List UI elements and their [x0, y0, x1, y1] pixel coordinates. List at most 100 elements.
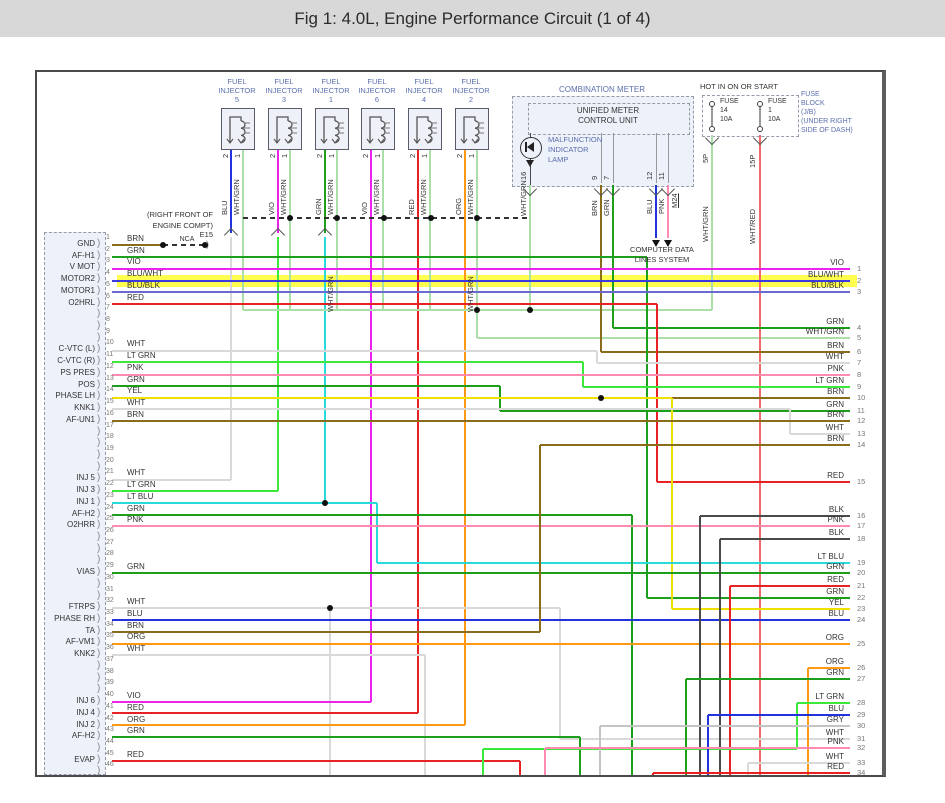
wire-segment-pnk	[112, 374, 850, 376]
injector-number: 2	[468, 95, 474, 104]
left-pin-label: O2HRL	[68, 297, 95, 307]
wire-segment-yel	[112, 397, 672, 399]
injector-coil-icon	[273, 116, 297, 144]
right-wire-color-label: ORG	[825, 657, 844, 666]
wire-label-vertical: WHT/GRN	[279, 179, 288, 215]
left-wire-color-label: BLU/BLK	[127, 280, 160, 290]
wire-segment-stub	[600, 133, 602, 183]
right-wire-color-label: GRN	[826, 668, 844, 677]
nca-label: NCA	[179, 236, 195, 243]
unified-meter-box	[528, 103, 690, 135]
left-wire-color-label: BRN	[127, 234, 144, 243]
fuse-block-label: (J/B)	[801, 109, 816, 116]
left-pin-number: 36	[106, 644, 114, 652]
wire-segment-whtgrn	[476, 310, 478, 338]
splice-dot	[202, 242, 208, 248]
left-pin-bracket: )	[97, 531, 101, 542]
wire-segment-brn	[601, 351, 850, 353]
injector-title: FUEL	[274, 77, 294, 86]
splice-dot	[327, 605, 333, 611]
left-pin-number: 33	[106, 609, 114, 617]
fuse-amps: 10A	[768, 116, 781, 123]
left-pin-number: 25	[106, 515, 114, 523]
left-pin-bracket: )	[97, 378, 101, 390]
wire-segment-stub	[667, 133, 669, 183]
left-pin-label: GND	[77, 239, 95, 248]
wire-label-vertical: 11	[657, 172, 666, 180]
left-pin-label: AF-VM1	[65, 637, 95, 647]
left-wire-color-label: PNK	[127, 362, 144, 372]
right-wire-color-label: PNK	[827, 737, 844, 746]
left-wire-color-label: YEL	[127, 386, 143, 396]
left-pin-number: 29	[106, 562, 114, 570]
wire-segment-whtgrn	[289, 148, 291, 310]
wire-label-vertical: RED	[407, 199, 416, 215]
wire-label-vertical: BLU	[645, 199, 654, 214]
wire-segment-bluwht	[112, 280, 850, 282]
wire-label-vertical: 1	[420, 153, 429, 158]
right-pin-number: 25	[857, 639, 866, 648]
right-pin-number: 20	[857, 568, 866, 577]
wire-segment-blu	[655, 185, 657, 238]
wire-segment-whtred	[759, 140, 761, 775]
left-pin-number: 1	[106, 234, 110, 241]
right-pin-number: 26	[857, 663, 866, 672]
wire-segment-whtgrn	[429, 148, 431, 310]
left-pin-label: MOTOR1	[60, 285, 95, 295]
wire-segment-stub	[655, 133, 657, 183]
fuel-injector-3	[268, 108, 302, 150]
left-wire-color-label: LT GRN	[127, 480, 156, 490]
wire-segment-blk	[529, 133, 531, 138]
combination-meter-title: COMBINATION METER	[558, 85, 646, 94]
left-pin-number: 43	[106, 726, 114, 734]
wire-segment-vio	[112, 701, 371, 703]
fuse-block-label: (UNDER RIGHT	[801, 118, 852, 125]
left-pin-label: MOTOR2	[60, 274, 95, 284]
wire-segment-grn	[631, 515, 633, 775]
left-pin-number: 40	[106, 691, 114, 699]
wire-segment-red	[653, 772, 850, 774]
wire-label-vertical: M24	[670, 193, 679, 208]
right-pin-number: 15	[857, 477, 866, 486]
wire-label-vertical: VIO	[360, 202, 369, 215]
left-pin-number: 32	[106, 597, 114, 605]
left-pin-label: FTRPS	[68, 602, 95, 612]
wire-label-vertical: 2	[221, 153, 230, 158]
wire-segment-grn	[112, 256, 647, 258]
left-pin-bracket: )	[97, 261, 101, 273]
left-wire-color-label: WHT	[127, 468, 146, 478]
right-wire-color-label: WHT	[825, 352, 844, 361]
left-pin-label: PS PRES	[60, 367, 95, 377]
right-wire-color-label: GRN	[826, 400, 844, 409]
wire-label-vertical: 2	[455, 153, 464, 158]
left-pin-bracket: )	[97, 741, 101, 753]
left-pin-number: 42	[106, 714, 114, 722]
left-wire-color-label: GRN	[127, 245, 145, 255]
diagram-page	[35, 70, 886, 777]
splice-dot	[160, 242, 166, 248]
wire-segment-pnk	[545, 747, 850, 749]
left-pin-bracket: )	[97, 601, 101, 613]
left-pin-number: 16	[106, 409, 114, 417]
left-pin-number: 12	[106, 362, 114, 370]
right-wire-color-label: WHT	[825, 423, 844, 432]
wire-label-vertical: 5P	[701, 153, 710, 163]
left-wire-color-label: GRN	[127, 503, 145, 513]
wire-label-vertical: ORG	[454, 197, 463, 215]
data-line-arrow-icon	[652, 240, 660, 247]
right-pin-number: 8	[857, 370, 862, 379]
wire-label-vertical: BLU	[220, 200, 229, 215]
wire-segment-grn	[646, 257, 648, 598]
left-pin-label: INJ 4	[76, 707, 95, 717]
right-pin-number: 14	[857, 440, 866, 449]
left-pin-bracket: )	[97, 648, 101, 660]
right-pin-number: 33	[857, 758, 866, 767]
left-pin-number: 34	[106, 620, 114, 628]
wire-segment-whtgrn	[382, 148, 384, 310]
wire-segment-whtgrn	[242, 148, 244, 310]
left-pin-bracket: )	[97, 320, 101, 332]
left-pin-bracket: )	[97, 659, 101, 671]
wire-label-vertical: VIO	[267, 202, 276, 215]
left-wire-color-label: BLU	[127, 609, 143, 619]
